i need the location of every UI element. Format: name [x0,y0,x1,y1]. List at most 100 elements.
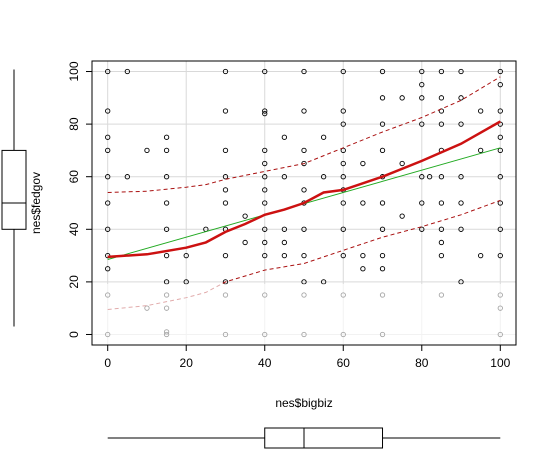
data-point [222,252,229,259]
data-point [419,68,425,75]
data-point [438,121,445,127]
y-tick-label: 60 [67,170,81,184]
data-point [379,95,386,101]
data-point [105,108,111,114]
data-point [222,68,229,75]
data-point [281,226,288,232]
data-point [419,200,425,206]
data-point [242,213,248,219]
data-point [497,226,503,232]
data-point [301,187,307,193]
data-point [426,174,433,180]
data-point [399,160,405,167]
data-point [379,266,386,272]
data-point [340,174,346,180]
data-point [262,110,268,117]
data-point [183,252,189,259]
data-point [262,239,268,246]
data-point [105,147,111,154]
data-point [163,252,170,259]
data-point [163,134,170,140]
x-tick-label: 0 [104,356,111,370]
data-point [497,68,503,75]
data-point [281,134,288,140]
data-point [262,147,268,154]
data-point [340,160,346,167]
y-axis: 0 20 40 60 80 100 [67,61,92,338]
data-point [281,174,288,180]
data-point [379,226,386,232]
data-point [438,95,445,101]
bottom-fade-band [91,284,517,345]
data-point [379,200,386,206]
y-marginal-boxplot [1,69,27,327]
data-point [360,252,366,259]
data-point [222,187,229,193]
data-point [340,252,346,259]
y-tick-label: 20 [67,275,81,289]
data-point [340,226,346,232]
data-point [105,226,111,232]
data-point [301,108,307,114]
data-point [301,252,307,259]
data-point [379,147,386,154]
data-point [262,160,268,167]
lines-layer [107,76,501,310]
x-axis: 0 20 40 60 80 100 [104,345,511,370]
data-point [262,108,268,114]
data-point [105,68,111,75]
data-point [497,134,503,140]
data-point [262,226,268,232]
data-point [419,121,425,127]
data-point [144,147,150,154]
data-point [340,200,346,206]
data-point [281,239,288,246]
data-point [105,200,111,206]
data-point [222,174,229,180]
data-point [340,121,346,127]
data-point [105,174,111,180]
x-tick-label: 80 [415,356,429,370]
data-point [458,200,464,206]
data-point [478,147,484,154]
y-tick-label: 80 [67,117,81,131]
data-point [478,252,484,259]
data-point [163,147,170,154]
x-tick-label: 20 [180,356,194,370]
data-point [163,174,170,180]
data-point [262,187,268,193]
data-point [360,160,366,167]
data-point [458,68,464,75]
data-point [301,147,307,154]
data-point [419,174,425,180]
data-point [222,147,229,154]
data-point [105,266,111,272]
smooth-line [107,120,501,259]
data-point [360,200,366,206]
data-point [497,252,503,259]
y-tick-label: 40 [67,222,81,236]
data-point [478,108,484,114]
data-point [379,68,386,75]
data-point [262,174,268,180]
data-point [399,213,405,219]
x-tick-label: 40 [258,356,272,370]
data-point [262,200,268,206]
x-tick-label: 60 [337,356,351,370]
data-point [242,239,248,246]
data-point [124,174,130,180]
data-point [497,174,503,180]
y-boxplot-box [1,149,27,230]
data-point [222,108,229,114]
data-point [419,226,425,232]
y-axis-label: nes$fedgov [29,172,43,234]
data-point [438,226,445,232]
data-point [497,108,503,114]
data-point [262,252,268,259]
data-point [360,266,366,272]
data-point [301,68,307,75]
data-point [458,121,464,127]
data-point [458,95,464,101]
plot-frame [91,60,517,346]
data-point [340,108,346,114]
